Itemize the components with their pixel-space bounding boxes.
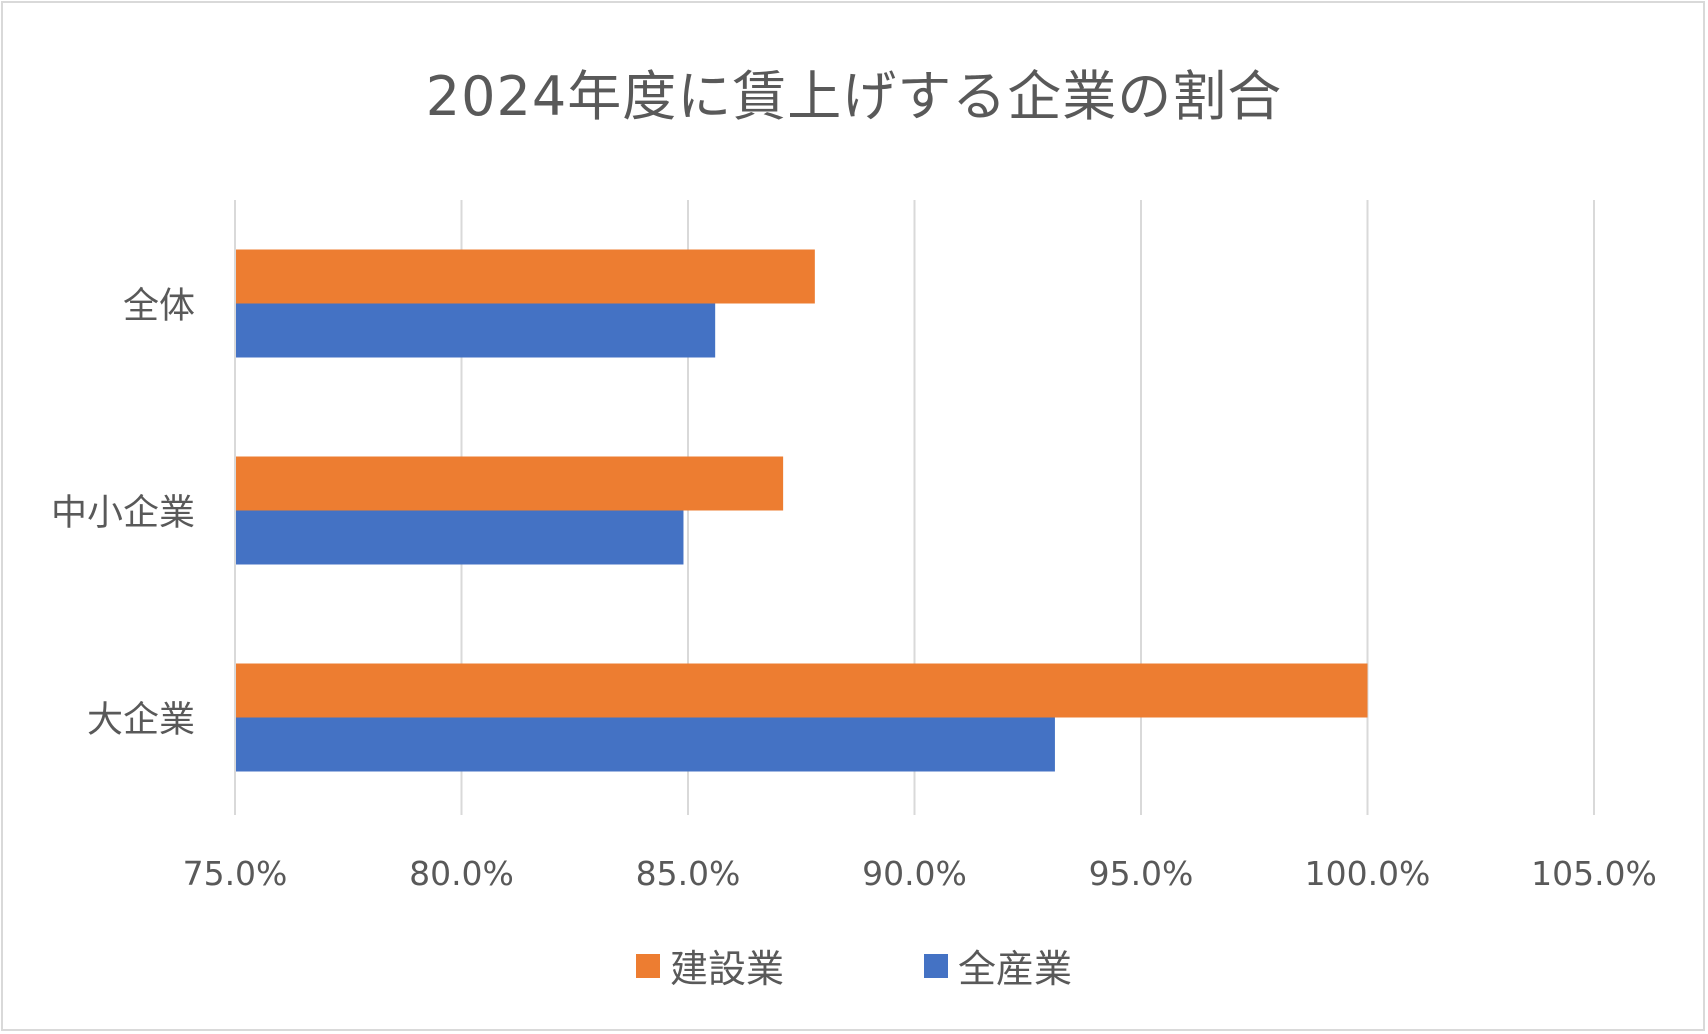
bar-1-0 bbox=[235, 456, 784, 511]
x-tick-label-2: 85.0% bbox=[636, 854, 741, 893]
bar-2-1 bbox=[235, 717, 1055, 772]
legend-label-all-industries: 全産業 bbox=[958, 947, 1073, 991]
chart-legend: 建設業 全産業 bbox=[0, 938, 1708, 993]
legend-swatch-construction bbox=[635, 953, 660, 978]
x-tick-label-1: 80.0% bbox=[409, 854, 514, 893]
legend-item-construction: 建設業 bbox=[635, 938, 784, 993]
bar-0-1 bbox=[235, 303, 716, 358]
legend-item-all-industries: 全産業 bbox=[924, 938, 1072, 993]
x-tick-label-5: 100.0% bbox=[1305, 854, 1431, 893]
legend-label-construction: 建設業 bbox=[669, 947, 784, 991]
legend-swatch-all-industries bbox=[924, 953, 948, 978]
y-category-label-2: 大企業 bbox=[87, 700, 195, 741]
x-tick-label-0: 75.0% bbox=[183, 854, 288, 893]
bar-0-0 bbox=[235, 249, 815, 304]
chart-title: 2024年度に賃上げする企業の割合 bbox=[425, 65, 1283, 128]
bar-2-0 bbox=[235, 663, 1368, 718]
y-category-label-1: 中小企業 bbox=[51, 493, 195, 534]
x-tick-label-4: 95.0% bbox=[1089, 854, 1194, 893]
bar-1-1 bbox=[235, 510, 684, 565]
y-category-label-0: 全体 bbox=[123, 286, 195, 327]
x-tick-label-6: 105.0% bbox=[1531, 854, 1657, 893]
x-tick-label-3: 90.0% bbox=[862, 854, 967, 893]
